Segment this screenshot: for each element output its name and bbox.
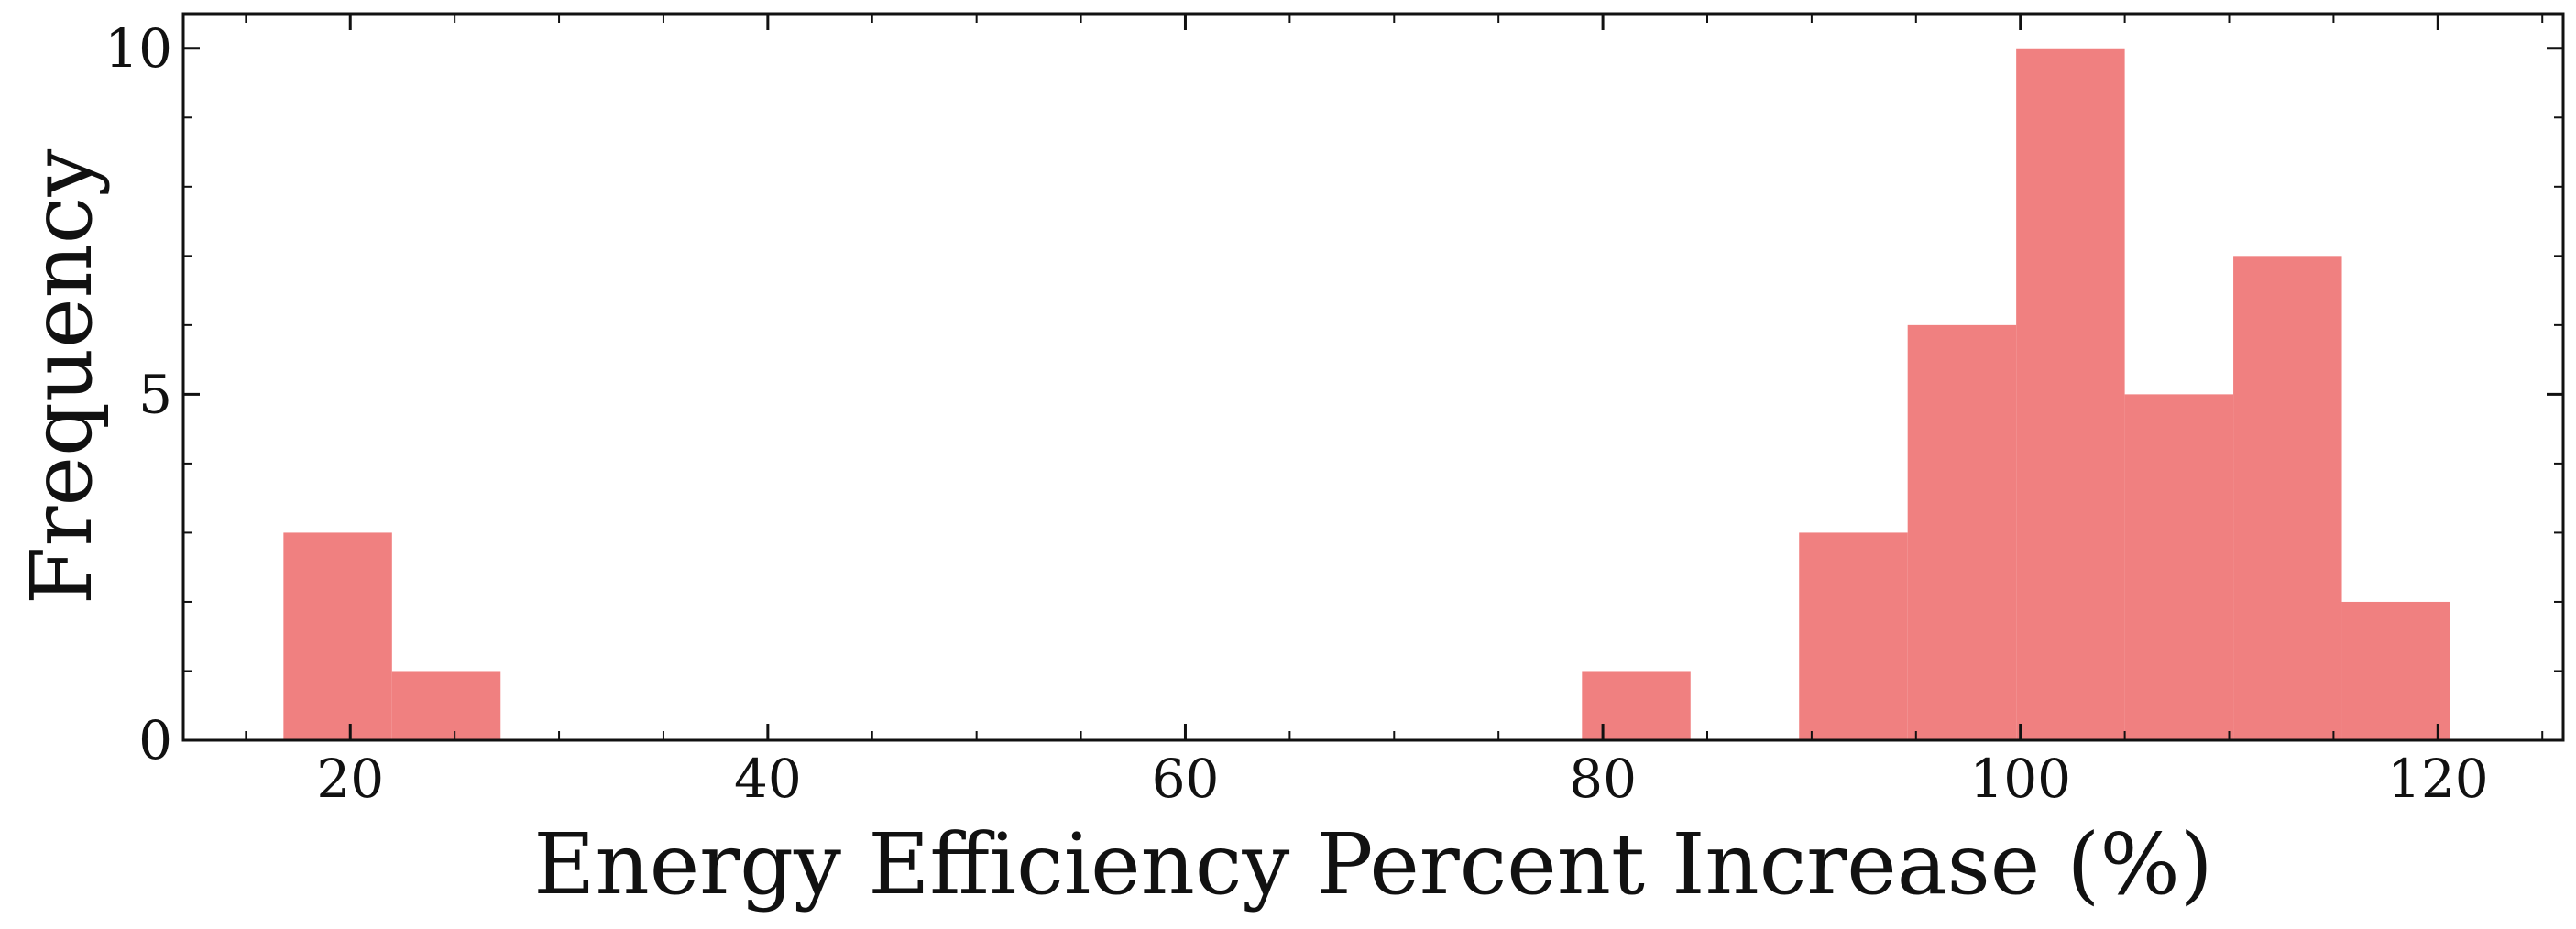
- y-tick-label: 5: [138, 363, 172, 425]
- x-tick-label: 20: [316, 748, 384, 810]
- plot-frame: [181, 12, 2565, 742]
- x-tick-label: 80: [1569, 748, 1637, 810]
- histogram-bar: [2233, 256, 2342, 740]
- histogram-bars: [283, 48, 2450, 741]
- histogram-bar: [391, 671, 501, 740]
- x-tick-label: 100: [1969, 748, 2071, 810]
- histogram-bar: [1582, 671, 1691, 740]
- histogram-bar: [1799, 532, 1908, 740]
- histogram-bar: [2124, 394, 2234, 740]
- histogram-bar: [2016, 48, 2125, 741]
- y-tick-label: 0: [138, 709, 172, 771]
- x-tick-label: 120: [2387, 748, 2489, 810]
- histogram-bar: [283, 532, 392, 740]
- histogram-bar: [1907, 324, 2017, 740]
- x-axis-label: Energy Efficiency Percent Increase (%): [533, 815, 2212, 913]
- x-tick-label: 60: [1152, 748, 1220, 810]
- histogram-bar: [2341, 601, 2450, 740]
- y-axis-label: Frequency: [13, 149, 111, 606]
- x-tick-label: 40: [734, 748, 802, 810]
- tick-labels: 20 40 60 80 100 120 0 5 10: [104, 17, 2488, 810]
- y-tick-label: 10: [104, 17, 172, 80]
